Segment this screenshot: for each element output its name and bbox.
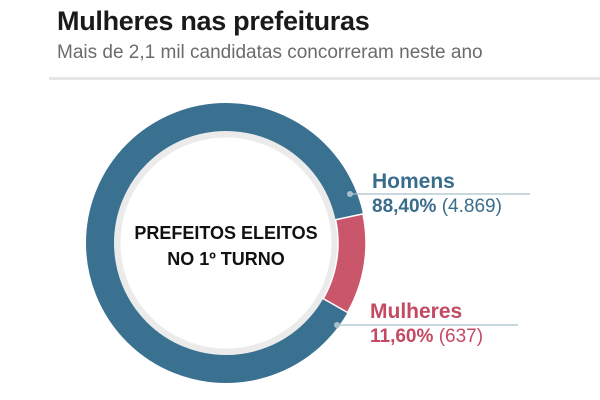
legend-mulheres-pct: 11,60% [370,326,434,347]
inner-ring [111,128,341,358]
legend-mulheres-name: Mulheres [370,300,463,323]
center-label-line1: PREFEITOS ELEITOS [134,223,318,243]
legend-homens-count: (4.869) [441,196,502,217]
header-divider [49,77,600,80]
legend-homens-name: Homens [372,170,455,193]
donut-center-label: PREFEITOS ELEITOS NO 1º TURNO [126,220,326,272]
leader-dot-mulheres [334,322,340,328]
legend-mulheres-count: (637) [438,326,484,347]
legend-homens: Homens 88,40% (4.869) [372,170,502,218]
center-label-line2: NO 1º TURNO [167,249,285,269]
leader-dot-homens [347,191,353,197]
legend-mulheres: Mulheres 11,60% (637) [370,300,483,348]
legend-homens-pct: 88,40% [372,196,437,217]
slice-mulheres [322,213,367,314]
chart-title: Mulheres nas prefeituras [57,6,370,36]
chart-subtitle: Mais de 2,1 mil candidatas concorreram n… [57,42,483,63]
